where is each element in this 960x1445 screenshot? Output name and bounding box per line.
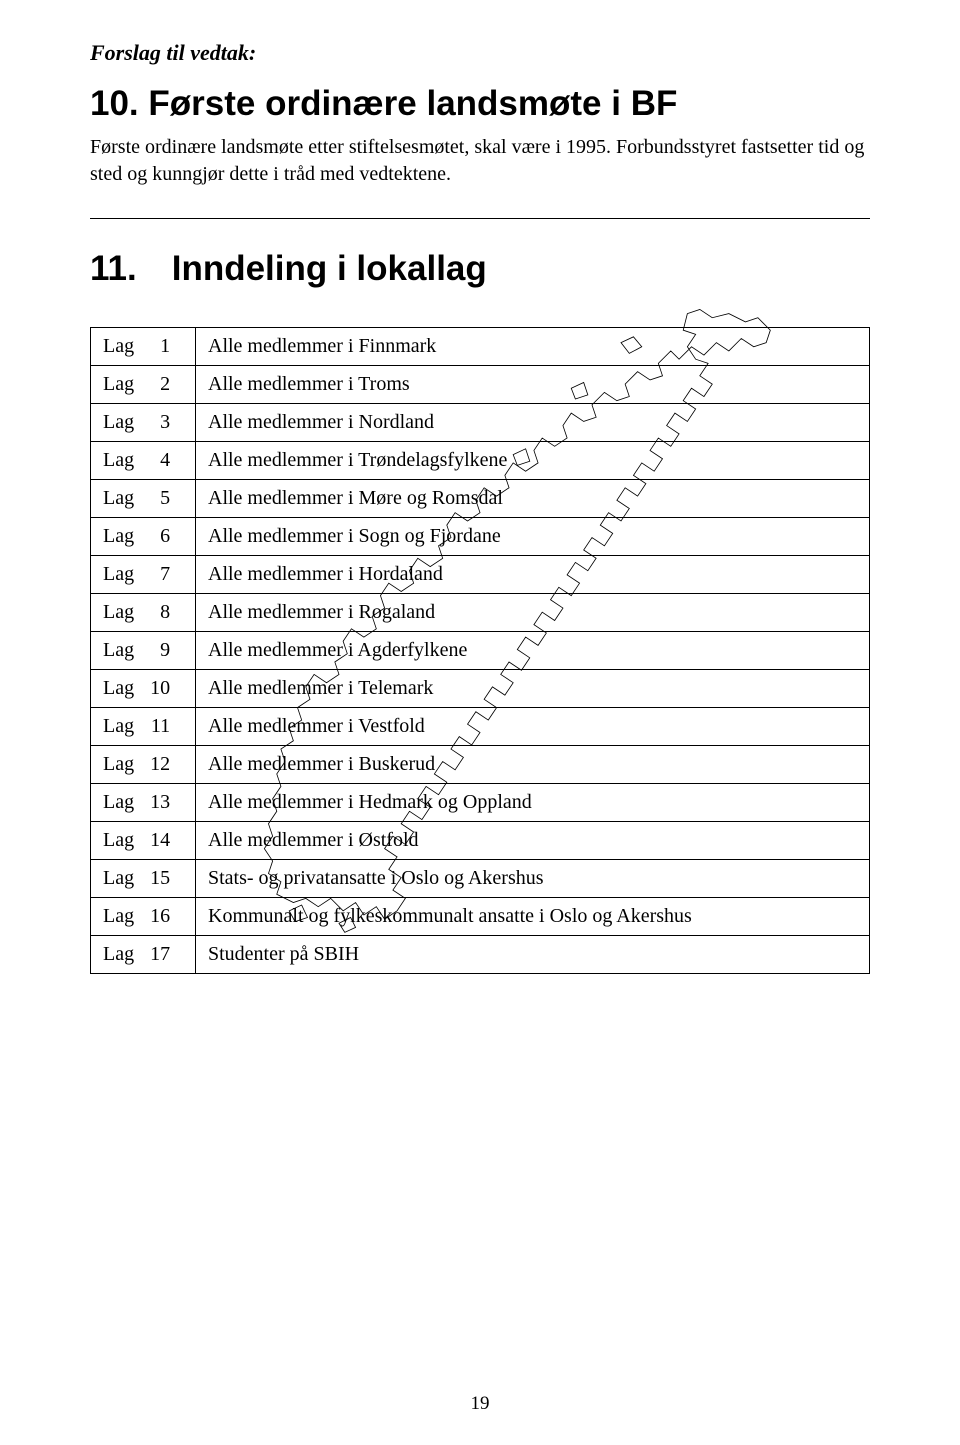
table-cell-desc: Alle medlemmer i Nordland (196, 404, 870, 442)
table-cell-lag: Lag4 (91, 442, 196, 480)
table-cell-desc: Alle medlemmer i Buskerud (196, 746, 870, 784)
table-row: Lag7Alle medlemmer i Hordaland (91, 556, 870, 594)
table-cell-desc: Stats- og privatansatte i Oslo og Akersh… (196, 860, 870, 898)
table-row: Lag9Alle medlemmer i Agderfylkene (91, 632, 870, 670)
section-label: Forslag til vedtak: (90, 40, 870, 66)
table-cell-lag: Lag14 (91, 822, 196, 860)
lokallag-table: Lag1Alle medlemmer i FinnmarkLag2Alle me… (90, 327, 870, 974)
table-cell-lag: Lag16 (91, 898, 196, 936)
table-with-map-background: Lag1Alle medlemmer i FinnmarkLag2Alle me… (90, 327, 870, 974)
table-row: Lag6Alle medlemmer i Sogn og Fjordane (91, 518, 870, 556)
table-cell-lag: Lag8 (91, 594, 196, 632)
document-page: Forslag til vedtak: 10. Første ordinære … (0, 0, 960, 1445)
table-row: Lag10Alle medlemmer i Telemark (91, 670, 870, 708)
heading-section-11: 11. Inndeling i lokallag (90, 249, 870, 289)
table-cell-desc: Studenter på SBIH (196, 936, 870, 974)
table-cell-desc: Kommunalt og fylkeskommunalt ansatte i O… (196, 898, 870, 936)
table-row: Lag4Alle medlemmer i Trøndelagsfylkene (91, 442, 870, 480)
table-row: Lag15Stats- og privatansatte i Oslo og A… (91, 860, 870, 898)
table-cell-lag: Lag13 (91, 784, 196, 822)
table-cell-lag: Lag5 (91, 480, 196, 518)
table-cell-lag: Lag1 (91, 328, 196, 366)
table-row: Lag13Alle medlemmer i Hedmark og Oppland (91, 784, 870, 822)
table-cell-lag: Lag6 (91, 518, 196, 556)
table-cell-desc: Alle medlemmer i Finnmark (196, 328, 870, 366)
table-row: Lag12Alle medlemmer i Buskerud (91, 746, 870, 784)
table-cell-desc: Alle medlemmer i Agderfylkene (196, 632, 870, 670)
table-row: Lag8Alle medlemmer i Rogaland (91, 594, 870, 632)
table-cell-desc: Alle medlemmer i Sogn og Fjordane (196, 518, 870, 556)
table-row: Lag11Alle medlemmer i Vestfold (91, 708, 870, 746)
table-cell-desc: Alle medlemmer i Trøndelagsfylkene (196, 442, 870, 480)
table-cell-desc: Alle medlemmer i Hordaland (196, 556, 870, 594)
table-cell-lag: Lag9 (91, 632, 196, 670)
table-cell-desc: Alle medlemmer i Hedmark og Oppland (196, 784, 870, 822)
heading-section-10: 10. Første ordinære landsmøte i BF (90, 84, 870, 124)
table-cell-lag: Lag11 (91, 708, 196, 746)
table-row: Lag2Alle medlemmer i Troms (91, 366, 870, 404)
table-cell-lag: Lag10 (91, 670, 196, 708)
section-divider (90, 218, 870, 219)
table-cell-lag: Lag15 (91, 860, 196, 898)
table-cell-desc: Alle medlemmer i Rogaland (196, 594, 870, 632)
table-row: Lag14Alle medlemmer i Østfold (91, 822, 870, 860)
table-cell-desc: Alle medlemmer i Vestfold (196, 708, 870, 746)
table-cell-lag: Lag12 (91, 746, 196, 784)
table-cell-desc: Alle medlemmer i Møre og Romsdal (196, 480, 870, 518)
table-cell-lag: Lag17 (91, 936, 196, 974)
table-cell-desc: Alle medlemmer i Telemark (196, 670, 870, 708)
body-paragraph: Første ordinære landsmøte etter stiftels… (90, 134, 870, 188)
table-row: Lag1Alle medlemmer i Finnmark (91, 328, 870, 366)
table-row: Lag5Alle medlemmer i Møre og Romsdal (91, 480, 870, 518)
page-number: 19 (0, 1393, 960, 1415)
table-row: Lag16Kommunalt og fylkeskommunalt ansatt… (91, 898, 870, 936)
table-row: Lag17Studenter på SBIH (91, 936, 870, 974)
table-cell-lag: Lag2 (91, 366, 196, 404)
table-cell-lag: Lag3 (91, 404, 196, 442)
table-cell-desc: Alle medlemmer i Østfold (196, 822, 870, 860)
table-cell-lag: Lag7 (91, 556, 196, 594)
table-row: Lag3Alle medlemmer i Nordland (91, 404, 870, 442)
table-cell-desc: Alle medlemmer i Troms (196, 366, 870, 404)
